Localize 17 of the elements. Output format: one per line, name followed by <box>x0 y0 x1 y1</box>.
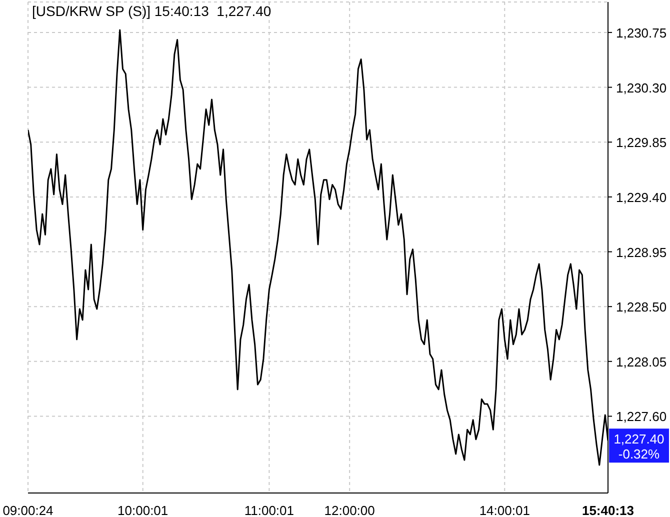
y-tick-label: 1,229.85 <box>616 135 667 150</box>
y-tick-label: 1,227.60 <box>616 409 667 424</box>
chart-title: [USD/KRW SP (S)] 15:40:13 1,227.40 <box>32 3 272 19</box>
x-tick-label: 09:00:24 <box>2 503 54 517</box>
y-tick-label: 1,228.05 <box>616 354 667 370</box>
x-tick-label: 14:00:01 <box>479 503 530 517</box>
y-tick-label: 1,230.30 <box>616 80 667 96</box>
y-tick-label: 1,229.40 <box>616 190 667 205</box>
y-tick-label: 1,228.50 <box>616 300 667 315</box>
x-tick-label: 10:00:01 <box>118 503 168 517</box>
x-tick-label: 15:40:13 <box>582 503 634 517</box>
y-tick-label: 1,228.95 <box>616 244 667 260</box>
x-tick-label: 12:00:00 <box>324 503 375 517</box>
y-tick-label: 1,230.75 <box>616 25 667 40</box>
text: -0.32% <box>618 446 660 462</box>
text: 1,227.40 <box>614 432 664 447</box>
x-tick-label: 11:00:01 <box>244 503 294 517</box>
